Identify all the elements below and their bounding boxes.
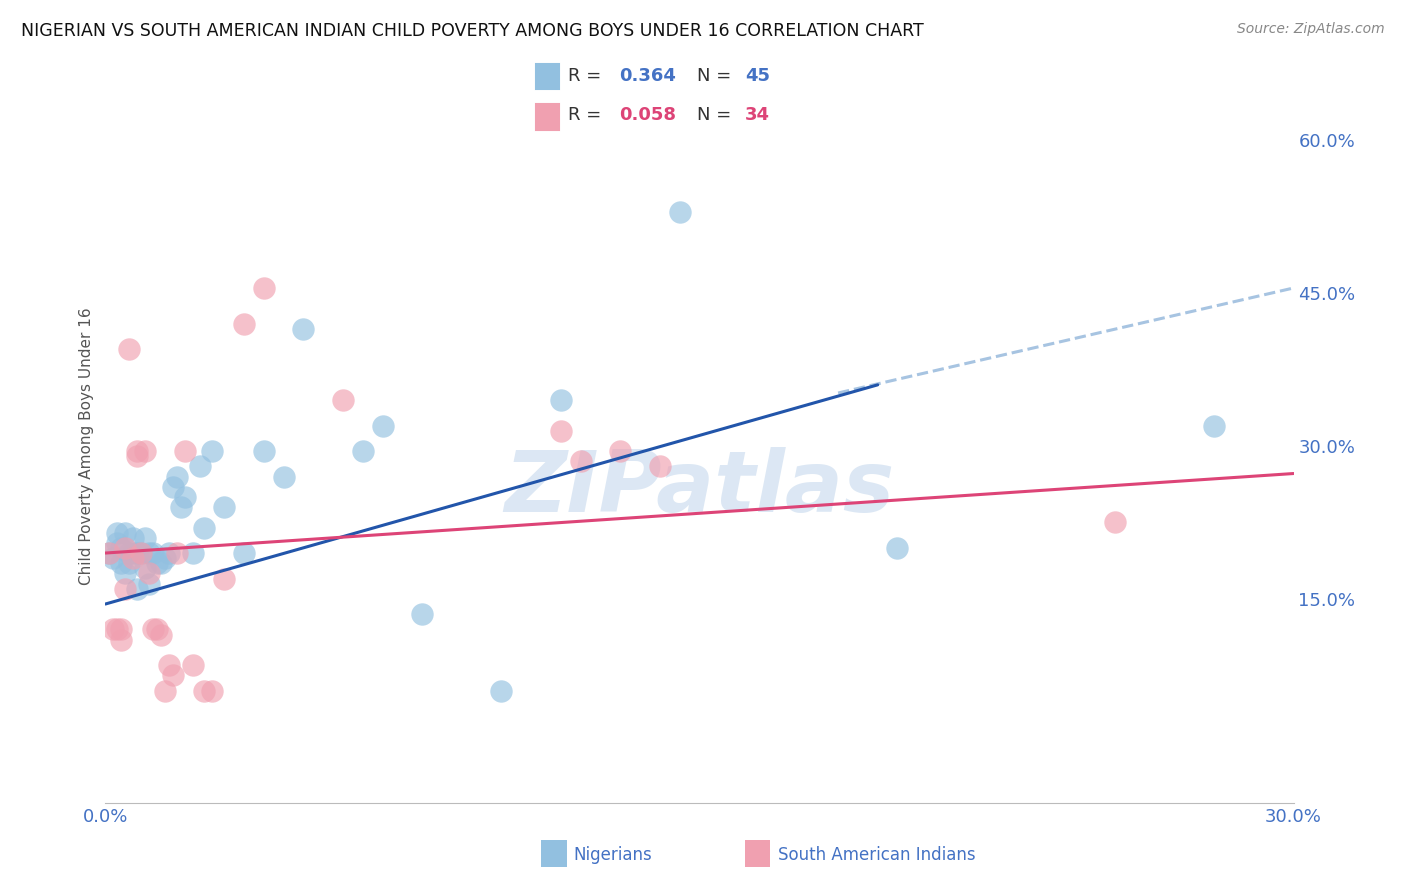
Point	[253, 444, 276, 458]
Point	[105, 525, 128, 540]
Point	[103, 551, 125, 566]
Text: Nigerians: Nigerians	[574, 846, 652, 863]
Text: Source: ZipAtlas.com: Source: ZipAtlas.com	[1237, 22, 1385, 37]
Point	[162, 668, 184, 682]
Point	[411, 607, 433, 622]
Point	[157, 546, 180, 560]
Point	[149, 627, 172, 641]
Point	[118, 342, 141, 356]
Point	[201, 683, 224, 698]
Point	[292, 322, 315, 336]
Point	[193, 683, 215, 698]
Point	[98, 546, 121, 560]
Y-axis label: Child Poverty Among Boys Under 16: Child Poverty Among Boys Under 16	[79, 307, 94, 585]
Point	[173, 444, 195, 458]
Point	[491, 683, 513, 698]
Point	[129, 546, 152, 560]
Point	[122, 551, 145, 566]
Point	[668, 204, 690, 219]
Text: R =: R =	[568, 106, 607, 124]
Point	[114, 525, 136, 540]
Point	[127, 582, 149, 596]
Point	[214, 500, 236, 515]
Text: NIGERIAN VS SOUTH AMERICAN INDIAN CHILD POVERTY AMONG BOYS UNDER 16 CORRELATION : NIGERIAN VS SOUTH AMERICAN INDIAN CHILD …	[21, 22, 924, 40]
Point	[190, 459, 212, 474]
Point	[105, 536, 128, 550]
Point	[1204, 418, 1226, 433]
Text: ZIPatlas: ZIPatlas	[505, 447, 894, 531]
Point	[214, 572, 236, 586]
FancyBboxPatch shape	[536, 104, 560, 130]
Point	[129, 546, 152, 560]
Point	[118, 556, 141, 570]
Point	[142, 546, 165, 560]
Point	[138, 576, 160, 591]
Point	[127, 444, 149, 458]
Point	[134, 444, 156, 458]
Point	[134, 531, 156, 545]
Point	[181, 546, 204, 560]
Point	[609, 444, 631, 458]
Text: South American Indians: South American Indians	[778, 846, 976, 863]
Point	[110, 541, 132, 555]
Point	[173, 490, 195, 504]
Text: N =: N =	[696, 106, 737, 124]
Text: N =: N =	[696, 68, 737, 86]
Point	[146, 556, 169, 570]
Point	[114, 541, 136, 555]
Point	[253, 281, 276, 295]
Point	[550, 424, 572, 438]
Point	[118, 546, 141, 560]
Text: 0.364: 0.364	[620, 68, 676, 86]
Point	[181, 658, 204, 673]
Point	[110, 632, 132, 647]
Point	[569, 454, 592, 468]
Point	[166, 546, 188, 560]
Point	[166, 469, 188, 483]
Point	[332, 393, 354, 408]
Point	[146, 623, 169, 637]
Point	[134, 561, 156, 575]
Point	[127, 546, 149, 560]
Text: R =: R =	[568, 68, 607, 86]
Point	[103, 623, 125, 637]
Point	[122, 531, 145, 545]
Point	[233, 317, 256, 331]
Point	[193, 520, 215, 534]
Point	[233, 546, 256, 560]
Point	[114, 582, 136, 596]
Point	[98, 546, 121, 560]
Point	[142, 623, 165, 637]
Point	[550, 393, 572, 408]
Point	[352, 444, 374, 458]
Point	[162, 480, 184, 494]
Text: 0.058: 0.058	[620, 106, 676, 124]
FancyBboxPatch shape	[536, 63, 560, 89]
Point	[648, 459, 671, 474]
Point	[122, 546, 145, 560]
Point	[170, 500, 193, 515]
Point	[110, 623, 132, 637]
Point	[157, 658, 180, 673]
Point	[138, 546, 160, 560]
Text: 34: 34	[745, 106, 770, 124]
Point	[371, 418, 394, 433]
Point	[138, 566, 160, 581]
Point	[149, 556, 172, 570]
Point	[201, 444, 224, 458]
Point	[114, 566, 136, 581]
Point	[153, 551, 176, 566]
Point	[273, 469, 295, 483]
Point	[153, 683, 176, 698]
Text: 45: 45	[745, 68, 770, 86]
Point	[1104, 516, 1126, 530]
Point	[886, 541, 908, 555]
Point	[127, 449, 149, 463]
Point	[105, 623, 128, 637]
Point	[110, 556, 132, 570]
